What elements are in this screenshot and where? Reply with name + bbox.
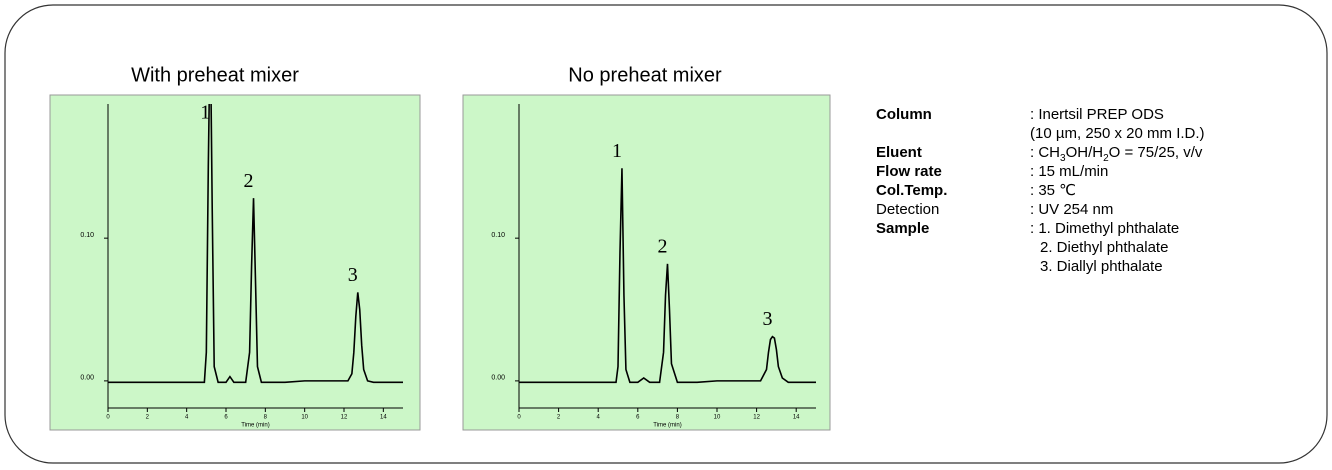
condition-label: Sample — [876, 220, 929, 237]
chart-title: With preheat mixer — [131, 64, 299, 86]
condition-text: O = 75/25, v/v — [1109, 144, 1203, 161]
condition-text: : UV 254 nm — [1030, 201, 1113, 218]
x-tick-label: 6 — [636, 415, 640, 421]
x-tick-label: 4 — [597, 415, 601, 421]
y-tick-label: 0.10 — [491, 232, 505, 239]
peak-label: 2 — [658, 235, 668, 257]
x-tick-label: 10 — [301, 415, 308, 421]
chromatogram-line — [108, 104, 403, 384]
condition-value: 3. Diallyl phthalate — [1040, 258, 1163, 275]
x-tick-label: 4 — [185, 415, 189, 421]
condition-value: (10 µm, 250 x 20 mm I.D.) — [1030, 125, 1205, 142]
peak-label: 2 — [244, 170, 254, 192]
condition-label: Col.Temp. — [876, 182, 947, 199]
condition-text: : Inertsil PREP ODS — [1030, 106, 1164, 123]
x-tick-label: 2 — [557, 415, 561, 421]
x-tick-label: 12 — [341, 415, 348, 421]
condition-value: : 35 ℃ — [1030, 182, 1076, 199]
x-tick-label: 2 — [146, 415, 150, 421]
chart-title: No preheat mixer — [568, 64, 722, 86]
peak-label: 3 — [762, 308, 772, 330]
y-tick-label: 0.00 — [491, 375, 505, 382]
x-tick-label: 0 — [106, 415, 110, 421]
condition-text: : 35 ℃ — [1030, 182, 1076, 199]
x-axis-label: Time (min) — [241, 423, 269, 429]
chromatogram-line — [519, 168, 816, 384]
plot-background — [49, 94, 421, 431]
x-tick-label: 0 — [517, 415, 521, 421]
peak-label: 1 — [200, 102, 210, 124]
condition-value: : Inertsil PREP ODS — [1030, 106, 1164, 123]
condition-text: : CH — [1030, 144, 1060, 161]
condition-text: OH/H — [1066, 144, 1104, 161]
x-tick-label: 10 — [714, 415, 721, 421]
condition-text: 2. Diethyl phthalate — [1040, 239, 1168, 256]
condition-text: 2 — [1103, 153, 1109, 164]
y-tick-label: 0.10 — [80, 232, 94, 239]
condition-text: : 1. Dimethyl phthalate — [1030, 220, 1179, 237]
condition-value: : 15 mL/min — [1030, 163, 1108, 180]
condition-value: : 1. Dimethyl phthalate — [1030, 220, 1179, 237]
condition-value: 2. Diethyl phthalate — [1040, 239, 1168, 256]
condition-value: : UV 254 nm — [1030, 201, 1113, 218]
peak-label: 3 — [348, 264, 358, 286]
plot-background — [462, 94, 831, 431]
x-tick-label: 6 — [224, 415, 228, 421]
condition-text: : 15 mL/min — [1030, 163, 1108, 180]
x-tick-label: 14 — [380, 415, 387, 421]
x-axis-label: Time (min) — [653, 423, 681, 429]
condition-label: Flow rate — [876, 163, 942, 180]
frame — [4, 4, 1328, 464]
y-tick-label: 0.00 — [80, 375, 94, 382]
condition-label: Detection — [876, 201, 939, 218]
condition-text: 3. Diallyl phthalate — [1040, 258, 1163, 275]
x-tick-label: 8 — [264, 415, 268, 421]
condition-label: Column — [876, 106, 932, 123]
condition-value: : CH3OH/H2O = 75/25, v/v — [1030, 144, 1203, 164]
peak-label: 1 — [612, 140, 622, 162]
x-tick-label: 14 — [793, 415, 800, 421]
condition-label: Eluent — [876, 144, 922, 161]
condition-text: (10 µm, 250 x 20 mm I.D.) — [1030, 125, 1205, 142]
x-tick-label: 12 — [753, 415, 760, 421]
condition-text: 3 — [1060, 153, 1066, 164]
x-tick-label: 8 — [676, 415, 680, 421]
